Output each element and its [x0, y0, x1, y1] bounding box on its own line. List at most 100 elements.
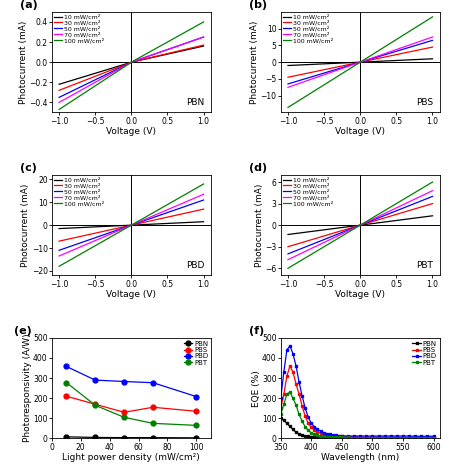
Line: 10 mW/cm²: 10 mW/cm²	[288, 59, 433, 65]
PBS	[382, 434, 387, 440]
Text: (f): (f)	[249, 326, 264, 336]
30 mW/cm²	[57, 238, 62, 244]
PBN	[336, 435, 341, 440]
PBT	[281, 401, 286, 407]
PBN	[150, 435, 156, 440]
30 mW/cm²	[430, 201, 435, 207]
70 mW/cm²	[430, 188, 435, 193]
PBN	[312, 434, 317, 440]
30 mW/cm²	[187, 46, 193, 51]
70 mW/cm²	[201, 191, 206, 197]
PBS	[364, 434, 369, 440]
30 mW/cm²	[201, 42, 206, 48]
PBN	[339, 435, 345, 440]
30 mW/cm²	[56, 88, 62, 93]
Y-axis label: Photocurrent (mA): Photocurrent (mA)	[21, 183, 30, 267]
70 mW/cm²	[187, 39, 193, 45]
Line: 100 mW/cm²: 100 mW/cm²	[59, 22, 203, 109]
Legend: 10 mW/cm², 30 mW/cm², 50 mW/cm², 70 mW/cm², 100 mW/cm²: 10 mW/cm², 30 mW/cm², 50 mW/cm², 70 mW/c…	[54, 177, 105, 207]
100 mW/cm²	[145, 213, 150, 219]
100 mW/cm²	[407, 28, 413, 34]
Line: 70 mW/cm²: 70 mW/cm²	[59, 37, 203, 102]
PBS	[376, 434, 381, 440]
X-axis label: Wavelength (nm): Wavelength (nm)	[321, 453, 400, 462]
PBN	[290, 427, 296, 432]
50 mW/cm²	[178, 205, 184, 211]
PBN	[413, 436, 418, 441]
PBT	[333, 434, 339, 440]
Text: (d): (d)	[249, 163, 267, 173]
70 mW/cm²	[178, 42, 184, 48]
PBS	[64, 393, 69, 399]
Line: 10 mW/cm²: 10 mW/cm²	[59, 46, 203, 84]
30 mW/cm²	[285, 74, 291, 80]
10 mW/cm²	[285, 232, 291, 237]
70 mW/cm²	[430, 34, 435, 40]
50 mW/cm²	[145, 217, 150, 222]
30 mW/cm²	[371, 56, 376, 62]
PBN	[193, 435, 199, 441]
PBD	[358, 433, 363, 439]
30 mW/cm²	[430, 44, 435, 50]
PBS	[92, 401, 98, 407]
50 mW/cm²	[416, 199, 422, 205]
10 mW/cm²	[145, 221, 150, 227]
50 mW/cm²	[286, 251, 291, 256]
10 mW/cm²	[286, 63, 291, 68]
10 mW/cm²	[143, 222, 148, 228]
PBT	[287, 389, 293, 395]
Line: 10 mW/cm²: 10 mW/cm²	[288, 216, 433, 235]
PBN	[315, 434, 320, 440]
100 mW/cm²	[187, 27, 193, 32]
Line: 30 mW/cm²: 30 mW/cm²	[59, 45, 203, 91]
Text: (c): (c)	[20, 163, 37, 173]
10 mW/cm²	[407, 216, 413, 221]
PBD	[312, 424, 317, 429]
Line: 70 mW/cm²: 70 mW/cm²	[288, 37, 433, 87]
70 mW/cm²	[57, 99, 62, 105]
PBS	[193, 409, 199, 414]
50 mW/cm²	[56, 94, 62, 100]
50 mW/cm²	[374, 55, 379, 60]
PBS	[351, 434, 357, 440]
PBD	[318, 428, 323, 434]
70 mW/cm²	[286, 256, 291, 262]
PBD	[333, 433, 339, 438]
Line: PBD: PBD	[64, 364, 199, 399]
PBN	[278, 416, 284, 421]
10 mW/cm²	[142, 222, 147, 228]
PBT	[92, 402, 98, 408]
PBN	[64, 434, 69, 440]
70 mW/cm²	[187, 197, 193, 203]
Line: 100 mW/cm²: 100 mW/cm²	[288, 17, 433, 108]
PBN	[284, 420, 290, 426]
PBT	[299, 419, 305, 424]
PBT	[419, 436, 424, 441]
PBN	[376, 435, 381, 441]
Text: PBT: PBT	[416, 262, 433, 271]
Y-axis label: Photocurrent (mA): Photocurrent (mA)	[250, 20, 259, 104]
PBD	[370, 433, 375, 439]
PBD	[281, 369, 286, 375]
PBD	[64, 364, 69, 369]
PBT	[406, 435, 412, 441]
PBS	[336, 433, 341, 439]
PBT	[394, 435, 400, 441]
50 mW/cm²	[145, 54, 150, 59]
50 mW/cm²	[407, 202, 413, 208]
30 mW/cm²	[201, 206, 206, 212]
PBT	[312, 432, 317, 438]
30 mW/cm²	[187, 210, 193, 215]
100 mW/cm²	[374, 213, 379, 219]
PBN	[419, 436, 424, 441]
100 mW/cm²	[56, 107, 62, 112]
PBD	[150, 380, 156, 385]
100 mW/cm²	[286, 104, 291, 110]
10 mW/cm²	[371, 220, 376, 226]
70 mW/cm²	[56, 253, 62, 259]
PBD	[299, 393, 305, 399]
PBN	[345, 435, 351, 441]
PBS	[339, 434, 345, 439]
PBS	[150, 404, 156, 410]
PBD	[364, 433, 369, 439]
